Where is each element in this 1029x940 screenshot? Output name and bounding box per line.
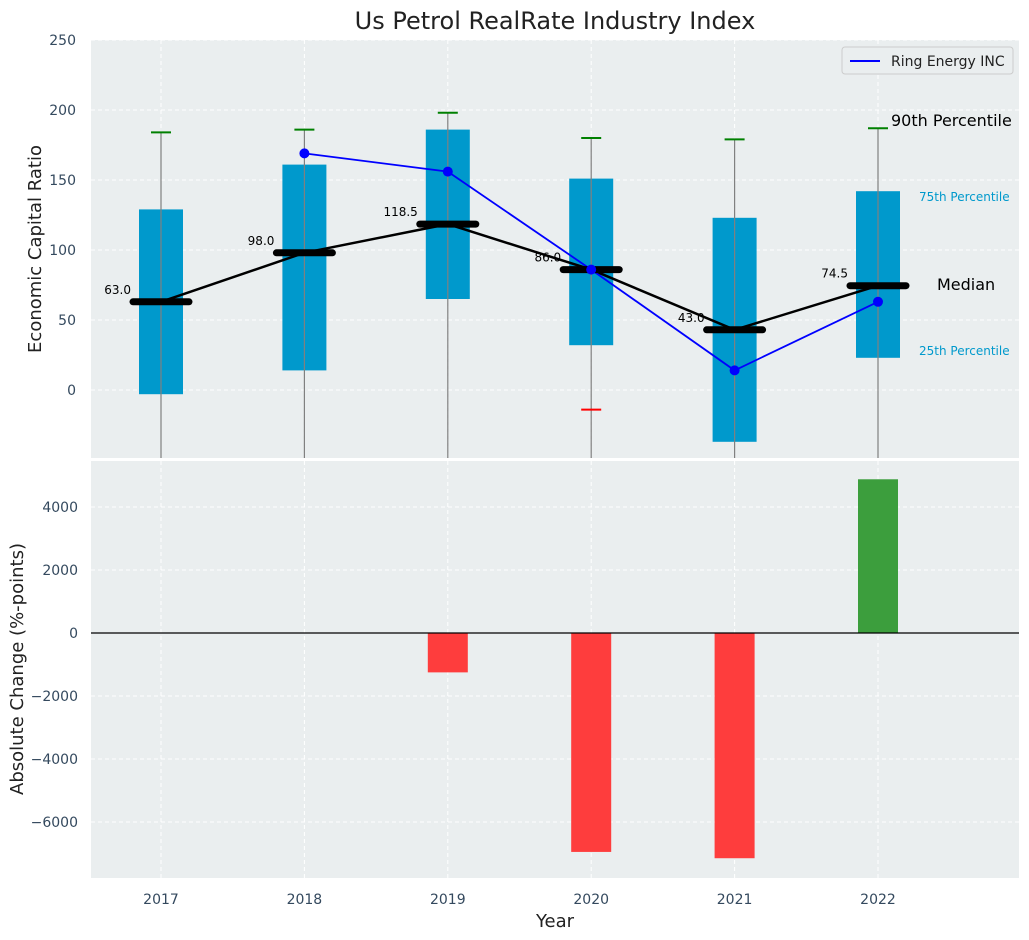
median-line [160,222,879,332]
top-panel: 0 50 100 150 200 250 63.0 98.0 118.5 86.0 43.0 74.… [25,7,1019,458]
legend: Ring Energy INC [841,46,1014,75]
annotation-75th-percentile: 75th Percentile [919,190,1010,204]
median-label-2017: 63.0 [104,283,131,297]
bottom-marks [91,479,1019,859]
median-label-2018: 98.0 [248,234,275,248]
x-tick-label-2019: 2019 [430,892,466,908]
median-label-2019: 118.5 [383,205,417,219]
bottom-y-tick-label-2000: 2000 [42,563,78,579]
legend-label-ring-energy: Ring Energy INC [891,54,1005,70]
x-tick-label-2020: 2020 [573,892,609,908]
change-bar-2020 [571,633,612,852]
annotation-90th-percentile: 90th Percentile [891,111,1012,130]
company-point-2021 [729,365,740,376]
bottom-panel: −6000 −4000 −2000 0 2000 4000 2017 2018 2019 202… [7,461,1019,932]
bottom-y-tick-label--6000: −6000 [31,815,78,831]
top-y-tick-label-200: 200 [49,103,76,119]
top-grid [91,39,1019,458]
company-point-2018 [299,148,310,159]
x-axis-ticks: 2017 2018 2019 2020 2021 2022 [143,892,896,908]
x-tick-label-2018: 2018 [287,892,323,908]
annotation-25th-percentile: 25th Percentile [919,344,1010,358]
median-label-2021: 43.0 [678,311,705,325]
x-axis-label: Year [535,911,575,932]
change-bar-2022 [858,479,898,633]
change-bar-2019 [427,633,468,673]
company-point-2020 [586,264,597,275]
top-y-tick-label-0: 0 [67,383,76,399]
bottom-y-tick-label--2000: −2000 [31,689,78,705]
bottom-y-tick-label-0: 0 [69,626,78,642]
bottom-y-tick-label-4000: 4000 [42,500,78,516]
top-y-tick-label-50: 50 [58,313,76,329]
x-tick-label-2022: 2022 [860,892,896,908]
chart-title: Us Petrol RealRate Industry Index [355,7,756,35]
bottom-y-tick-label--4000: −4000 [31,752,78,768]
bottom-y-axis-ticks: −6000 −4000 −2000 0 2000 4000 [31,500,78,831]
legend-box [841,46,1014,75]
top-y-tick-label-150: 150 [49,173,76,189]
annotation-median: Median [937,275,995,294]
bottom-y-axis-label: Absolute Change (%-points) [7,543,28,795]
x-tick-label-2017: 2017 [143,892,179,908]
median-label-2022: 74.5 [821,267,848,281]
top-y-tick-label-250: 250 [49,33,76,49]
company-point-2019 [442,166,453,177]
median-label-2020: 86.0 [534,251,561,265]
top-y-axis-label: Economic Capital Ratio [25,145,46,353]
x-tick-label-2021: 2021 [717,892,753,908]
top-y-tick-label-100: 100 [49,243,76,259]
top-marks: 63.0 98.0 118.5 86.0 43.0 74.5 [104,111,910,458]
company-point-2022 [873,296,883,307]
change-bar-2021 [714,633,755,859]
top-y-axis-ticks: 0 50 100 150 200 250 [49,33,76,399]
